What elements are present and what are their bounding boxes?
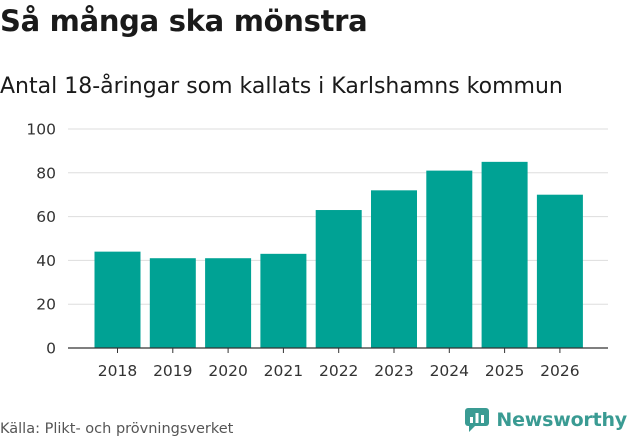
bar-2018 (94, 251, 141, 348)
bar-2020 (205, 258, 252, 348)
chart-subtitle: Antal 18-åringar som kallats i Karlshamn… (0, 74, 563, 99)
bar-2025 (481, 161, 528, 348)
y-tick-label: 40 (36, 252, 56, 270)
x-tick-label: 2023 (374, 362, 413, 380)
x-tick-label: 2020 (208, 362, 247, 380)
chart-title: Så många ska mönstra (0, 4, 368, 38)
x-tick-label: 2021 (264, 362, 303, 380)
newsworthy-chart-logo-icon (465, 408, 490, 432)
x-tick-label: 2025 (485, 362, 524, 380)
brand-logo: Newsworthy (464, 407, 627, 433)
brand-name: Newsworthy (496, 409, 627, 431)
bar-2019 (149, 258, 196, 348)
bar-2022 (315, 210, 362, 348)
y-tick-label: 60 (36, 208, 56, 226)
bar-2024 (426, 170, 473, 348)
bar-2026 (536, 194, 583, 348)
x-tick-label: 2019 (153, 362, 192, 380)
y-tick-label: 80 (36, 164, 56, 182)
y-tick-label: 0 (46, 340, 56, 358)
x-tick-label: 2024 (430, 362, 469, 380)
x-tick-label: 2026 (540, 362, 579, 380)
y-tick-label: 100 (26, 121, 56, 139)
x-tick-label: 2022 (319, 362, 358, 380)
source-note: Källa: Plikt- och prövningsverket (0, 421, 234, 437)
bar-2023 (371, 190, 417, 348)
bar-2021 (260, 253, 307, 348)
x-tick-label: 2018 (98, 362, 137, 380)
y-tick-label: 20 (36, 296, 56, 314)
